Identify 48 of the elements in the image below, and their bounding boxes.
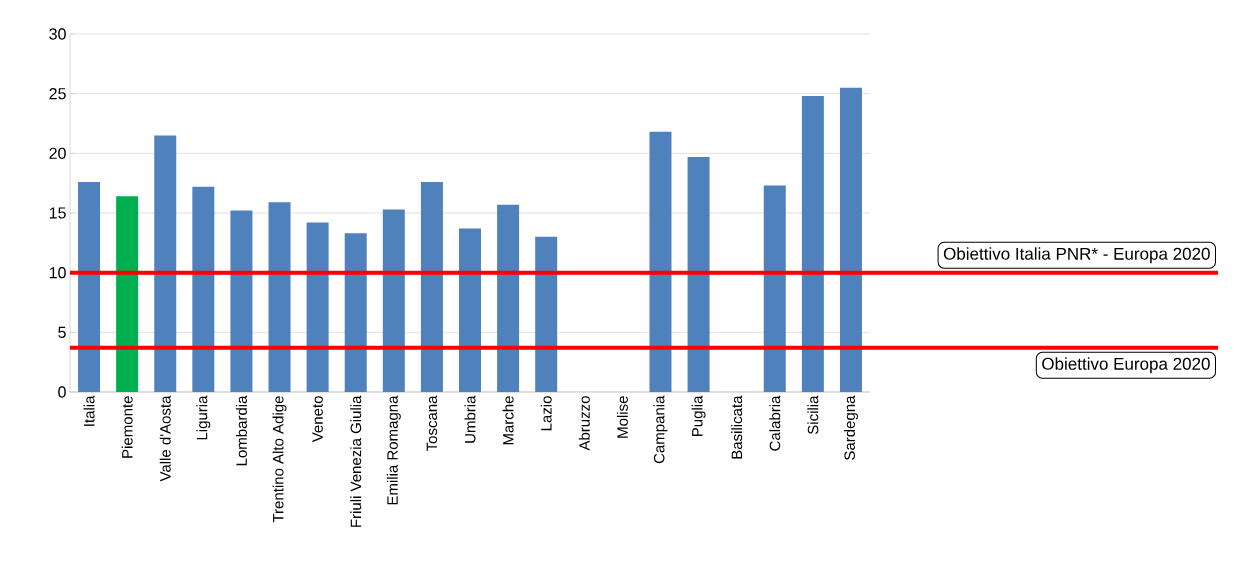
x-tick-label: Lombardia bbox=[235, 395, 247, 466]
x-tick-label: Valle d'Aosta bbox=[159, 395, 171, 482]
x-tick-label: Trentino Alto Adige bbox=[272, 396, 287, 523]
x-tick-label: Liguria bbox=[196, 395, 211, 440]
bar bbox=[535, 236, 558, 392]
bar bbox=[78, 181, 101, 392]
y-tick-label: 20 bbox=[49, 147, 66, 159]
x-tick-label: Umbria bbox=[464, 395, 476, 443]
bar bbox=[497, 204, 520, 392]
y-tick-label: 30 bbox=[49, 28, 66, 40]
y-tick-label: 15 bbox=[49, 207, 66, 219]
bar bbox=[459, 228, 481, 392]
x-tick-label: Friuli Venezia Giulia bbox=[350, 395, 362, 527]
bar bbox=[192, 186, 215, 392]
bar bbox=[230, 210, 253, 392]
bar bbox=[763, 185, 786, 392]
x-tick-label: Emilia Romagna bbox=[386, 395, 401, 505]
x-tick-label: Puglia bbox=[691, 395, 706, 437]
bar bbox=[801, 96, 824, 392]
y-tick-label: 5 bbox=[58, 326, 66, 338]
x-tick-label: Campania bbox=[653, 395, 668, 464]
ref-line-label: Obiettivo Italia PNR* - Europa 2020 bbox=[943, 247, 1210, 264]
ref-line-label: Obiettivo Europa 2020 bbox=[1042, 357, 1210, 374]
x-tick-label: Sicilia bbox=[807, 395, 819, 435]
bar bbox=[687, 156, 710, 392]
bar bbox=[116, 196, 139, 392]
bar bbox=[839, 87, 862, 392]
bar bbox=[306, 222, 329, 392]
x-tick-label: Abruzzo bbox=[578, 396, 590, 451]
y-tick-label: 0 bbox=[58, 386, 66, 398]
bar bbox=[649, 131, 672, 392]
y-tick-label: 25 bbox=[49, 88, 66, 100]
bar bbox=[344, 233, 367, 392]
x-tick-label: Molise bbox=[616, 396, 628, 438]
x-tick-label: Sardegna bbox=[843, 395, 858, 460]
bar bbox=[268, 202, 291, 392]
bar bbox=[154, 135, 177, 392]
x-tick-label: Lazio bbox=[540, 396, 552, 431]
x-tick-label: Italia bbox=[83, 395, 95, 426]
x-tick-label: Veneto bbox=[312, 396, 323, 443]
y-tick-label: 10 bbox=[49, 267, 66, 279]
x-tick-label: Basilicata bbox=[731, 395, 743, 459]
x-tick-label: Toscana bbox=[426, 395, 438, 452]
x-tick-label: Marche bbox=[502, 396, 514, 445]
x-tick-label: Piemonte bbox=[121, 396, 133, 458]
bar bbox=[420, 181, 443, 392]
x-tick-label: Calabria bbox=[769, 395, 781, 451]
bar bbox=[382, 209, 405, 392]
